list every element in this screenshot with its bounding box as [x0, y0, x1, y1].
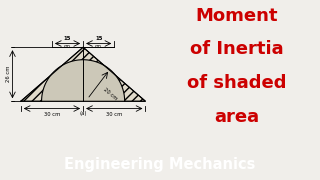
Text: 30 cm: 30 cm	[44, 112, 60, 117]
Text: cm: cm	[64, 44, 71, 49]
Text: Moment: Moment	[196, 7, 278, 25]
Text: 15: 15	[64, 36, 71, 40]
Text: of shaded: of shaded	[187, 74, 286, 92]
Text: (a): (a)	[79, 111, 87, 116]
Text: cm: cm	[95, 44, 102, 49]
Text: of Inertia: of Inertia	[190, 40, 284, 58]
Polygon shape	[42, 60, 125, 101]
Text: 26 cm: 26 cm	[6, 66, 11, 82]
Text: Engineering Mechanics: Engineering Mechanics	[64, 157, 256, 172]
Text: 20 cm: 20 cm	[102, 87, 118, 101]
Text: 15: 15	[95, 36, 102, 40]
Text: area: area	[214, 108, 260, 126]
Text: 30 cm: 30 cm	[106, 112, 123, 117]
Polygon shape	[21, 47, 146, 101]
